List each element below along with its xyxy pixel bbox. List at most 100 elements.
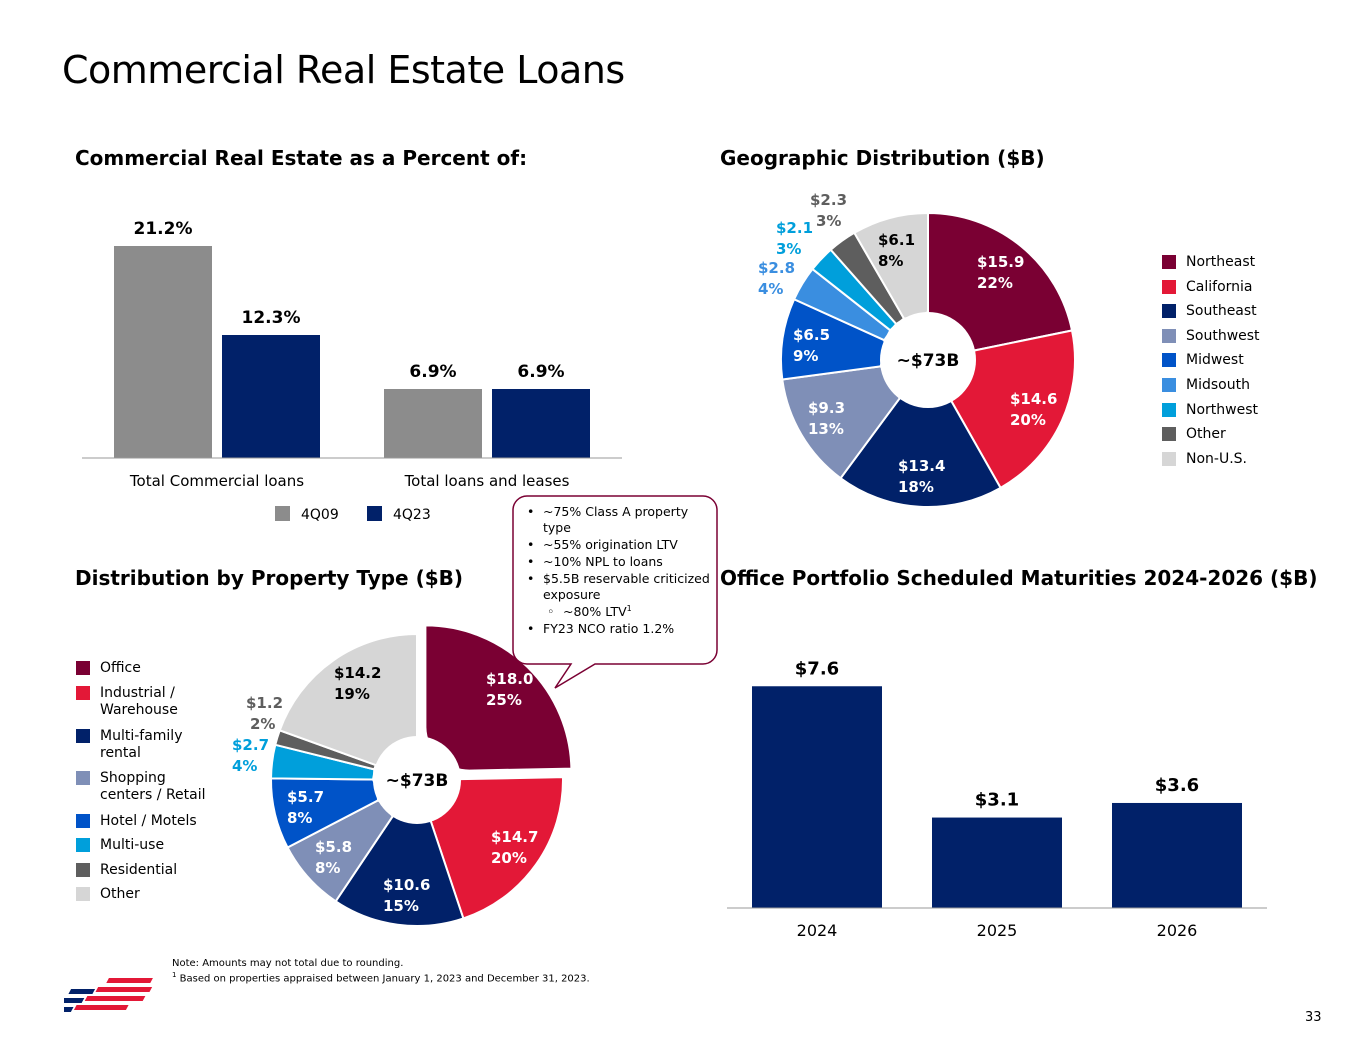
- maturities-title: Office Portfolio Scheduled Maturities 20…: [720, 566, 1318, 590]
- slice-pct-label: 18%: [898, 478, 934, 496]
- legend-item: Southwest: [1162, 328, 1260, 345]
- legend-item: Other: [1162, 426, 1226, 443]
- legend-item: Multi-family rental: [76, 728, 206, 762]
- slice-value-label: $2.3: [810, 191, 847, 209]
- callout-item: ~75% Class A property type: [527, 504, 713, 536]
- slice-pct-label: 4%: [758, 280, 783, 298]
- bar-4q23: [222, 335, 320, 458]
- bar-2026: [1112, 802, 1242, 908]
- legend-label: Other: [100, 886, 140, 902]
- legend-swatch: [76, 661, 90, 675]
- legend-swatch: [1162, 304, 1176, 319]
- legend-item: Hotel / Motels: [76, 813, 206, 830]
- bar-4q09: [114, 246, 212, 458]
- note-appraisal-text: Based on properties appraised between Ja…: [176, 972, 590, 984]
- legend-swatch: [1162, 427, 1176, 442]
- legend-label: 4Q09: [301, 507, 339, 523]
- legend-swatch: [76, 729, 90, 743]
- slice-pct-label: 9%: [793, 347, 818, 365]
- slice-value-label: $5.8: [315, 838, 352, 856]
- bar-value-label: $3.1: [975, 790, 1019, 811]
- legend-label: Multi-family rental: [100, 728, 183, 761]
- callout-list: ~75% Class A property type ~55% originat…: [527, 504, 713, 638]
- legend-label: Northwest: [1186, 401, 1259, 418]
- callout-item: FY23 NCO ratio 1.2%: [527, 621, 713, 637]
- footnote-marker: 1: [626, 604, 632, 613]
- bar-value-label: 6.9%: [409, 362, 456, 382]
- legend-swatch: [1162, 402, 1176, 417]
- maturities-chart: $7.6 $3.1 $3.6 2024 2025 2026: [727, 658, 1267, 940]
- legend-swatch: [76, 863, 90, 877]
- legend-label: 4Q23: [393, 507, 431, 523]
- bar-4q09: [384, 389, 482, 458]
- slice-pct-label: 3%: [776, 240, 801, 258]
- legend-item: Shopping centers / Retail: [76, 770, 206, 804]
- legend-label: Hotel / Motels: [100, 813, 197, 829]
- bar-value-label: 12.3%: [242, 308, 301, 328]
- callout-subitem: ~80% LTV1: [527, 604, 713, 620]
- legend-swatch: [1162, 353, 1176, 368]
- legend-label: Southeast: [1186, 303, 1257, 320]
- bar-2025: [932, 817, 1062, 908]
- slice-pct-label: 8%: [878, 252, 903, 270]
- slice-value-label: $2.8: [758, 259, 795, 277]
- geo-title: Geographic Distribution ($B): [720, 146, 1045, 170]
- slice-value-label: $5.7: [287, 788, 324, 806]
- slice-pct-label: 22%: [977, 274, 1013, 292]
- slice-value-label: $1.2: [246, 694, 283, 712]
- property-center-label: ~$73B: [386, 771, 449, 791]
- legend-swatch: [76, 686, 90, 700]
- legend-label: Multi-use: [100, 837, 165, 853]
- legend-item: Other: [76, 886, 206, 903]
- slice-pct-label: 20%: [1010, 411, 1046, 429]
- legend-item: Southeast: [1162, 303, 1257, 320]
- footnote-marker: 1: [172, 970, 177, 979]
- property-pie-chart: ~$73B $18.025%$14.720%$10.615%$5.88%$5.7…: [232, 624, 573, 927]
- bank-flag-logo: [64, 978, 153, 1012]
- legend-item: Non-U.S.: [1162, 451, 1247, 468]
- callout-item: ~10% NPL to loans: [527, 554, 713, 570]
- legend-swatch: [76, 771, 90, 785]
- slice-pct-label: 13%: [808, 420, 844, 438]
- bar-value-label: $7.6: [795, 658, 839, 679]
- geo-pie-chart: ~$73B $15.9 22% $14.6 20% $13.4 18% $9.3 13% $6.…: [758, 191, 1076, 508]
- legend-label: Shopping centers / Retail: [100, 770, 206, 803]
- slice-pct-label: 8%: [315, 859, 340, 877]
- office-callout: ~75% Class A property type ~55% originat…: [512, 495, 718, 689]
- legend-item: Midwest: [1162, 352, 1244, 369]
- legend-label: Midwest: [1186, 352, 1244, 369]
- legend-label: Other: [1186, 426, 1226, 443]
- bar-value-label: 21.2%: [134, 219, 193, 239]
- callout-item: ~55% origination LTV: [527, 537, 713, 553]
- slice-value-label: $14.7: [491, 828, 538, 846]
- legend-swatch-4q23: [367, 506, 382, 521]
- legend-label: Office: [100, 660, 141, 676]
- slice-value-label: $9.3: [808, 399, 845, 417]
- slice-pct-label: 20%: [491, 849, 527, 867]
- legend-item: California: [1162, 279, 1252, 296]
- legend-item: Residential: [76, 862, 206, 879]
- legend-swatch: [76, 814, 90, 828]
- slice-value-label: $2.1: [776, 219, 813, 237]
- category-label: Total loans and leases: [404, 472, 570, 490]
- slice-value-label: $14.2: [334, 664, 381, 682]
- page-number: 33: [1305, 1010, 1322, 1025]
- slice-value-label: $2.7: [232, 736, 269, 754]
- legend-swatch: [1162, 279, 1176, 294]
- legend-swatch: [76, 887, 90, 901]
- slice-value-label: $6.5: [793, 326, 830, 344]
- legend-swatch: [1162, 451, 1176, 466]
- slice-value-label: $13.4: [898, 457, 945, 475]
- legend-label: California: [1186, 278, 1253, 295]
- legend-swatch: [1162, 328, 1176, 343]
- bar-2024: [752, 686, 882, 908]
- slice-value-label: $10.6: [383, 876, 430, 894]
- note-rounding: Note: Amounts may not total due to round…: [172, 958, 404, 969]
- legend-label: Residential: [100, 862, 178, 878]
- slice-value-label: $6.1: [878, 231, 915, 249]
- bar-4q23: [492, 389, 590, 458]
- slice-value-label: $15.9: [977, 253, 1024, 271]
- legend-label: Northeast: [1186, 254, 1256, 270]
- slice-pct-label: 3%: [816, 212, 841, 230]
- slice-pct-label: 4%: [232, 757, 257, 775]
